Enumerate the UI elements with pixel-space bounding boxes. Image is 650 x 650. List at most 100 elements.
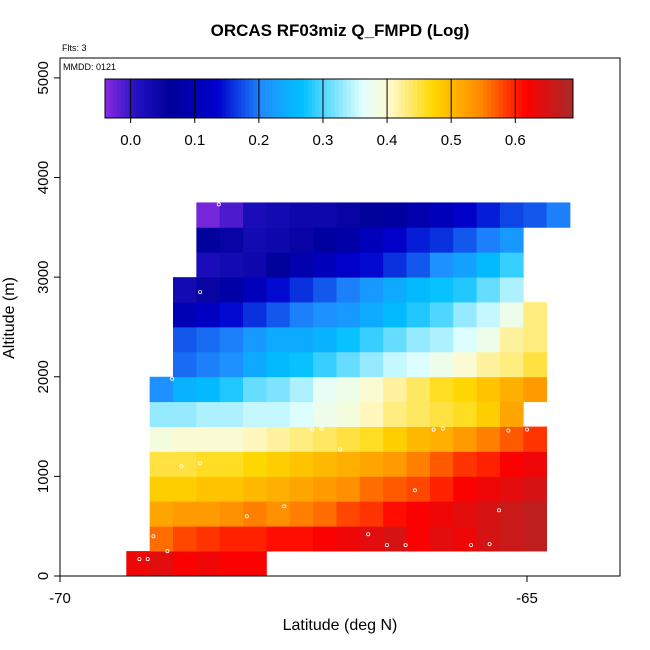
heatmap-cell — [523, 351, 548, 378]
heatmap-cell — [499, 277, 524, 303]
heatmap-cell — [196, 351, 221, 378]
heatmap-cell — [429, 426, 454, 452]
observation-point — [137, 557, 142, 562]
colorbar-segment — [198, 79, 203, 118]
colorbar-segment — [498, 79, 504, 118]
heatmap-cell — [173, 351, 197, 378]
heatmap-cell — [243, 202, 267, 228]
heatmap-cell — [243, 401, 267, 427]
heatmap-cell — [196, 202, 221, 228]
heatmap-cell — [289, 202, 314, 228]
heatmap-cell — [476, 302, 501, 328]
heatmap-cell — [476, 476, 501, 502]
heatmap-cell — [173, 277, 197, 303]
colorbar-segment — [323, 79, 328, 118]
colorbar-segment — [397, 79, 402, 118]
heatmap-cell — [266, 302, 291, 328]
heatmap-cell — [336, 376, 361, 403]
heatmap-cell — [453, 501, 477, 527]
y-tick-label: 2000 — [35, 360, 52, 393]
colorbar-segment — [565, 79, 570, 118]
heatmap-cell — [313, 351, 337, 378]
heatmap-cell — [429, 351, 454, 378]
heatmap-cell — [219, 501, 244, 527]
colorbar-segment — [409, 79, 414, 118]
heatmap-cell — [453, 526, 477, 552]
colorbar-segment — [183, 79, 188, 118]
colorbar-segment — [522, 79, 527, 118]
colorbar-segment — [288, 79, 293, 118]
heatmap-cell — [289, 501, 314, 527]
colorbar-segment — [202, 79, 207, 118]
heatmap-cell — [429, 227, 454, 253]
heatmap-cell — [429, 326, 454, 353]
observation-point — [384, 543, 389, 548]
heatmap-cell — [266, 501, 291, 527]
y-axis: 0 1000 2000 3000 4000 5000 — [35, 61, 60, 580]
heatmap-cell — [289, 351, 314, 378]
heatmap-cell — [196, 426, 221, 452]
heatmap-cell — [196, 277, 221, 303]
heatmap-cell — [499, 227, 524, 253]
observation-points — [137, 202, 632, 562]
colorbar-segment — [452, 79, 457, 118]
heatmap-cell — [149, 476, 174, 502]
observation-point — [506, 428, 511, 433]
colorbar-segment — [553, 79, 558, 118]
colorbar-segment — [534, 79, 539, 118]
heatmap-cell — [196, 227, 221, 253]
colorbar-segment — [557, 79, 562, 118]
colorbar-segment — [155, 79, 161, 118]
colorbar-segment — [233, 79, 239, 118]
heatmap-cell — [359, 501, 384, 527]
heatmap-cell — [289, 302, 314, 328]
heatmap-cell — [359, 227, 384, 253]
heatmap-cell — [173, 451, 197, 477]
heatmap-cell — [383, 451, 407, 477]
heatmap-cell — [476, 451, 501, 477]
heatmap-cell — [429, 302, 454, 328]
heatmap-cell — [336, 227, 361, 253]
heatmap-cell — [313, 376, 337, 403]
colorbar-segment — [448, 79, 453, 118]
colorbar-segment — [440, 79, 445, 118]
heatmap-cell — [429, 526, 454, 552]
heatmap-cell — [499, 451, 524, 477]
heatmap-cell — [289, 401, 314, 427]
colorbar-segment — [413, 79, 418, 118]
heatmap-cell — [173, 501, 197, 527]
colorbar-segment — [335, 79, 340, 118]
heatmap-cell — [313, 501, 337, 527]
observation-point — [623, 480, 628, 485]
heatmap-cell — [476, 351, 501, 378]
heatmap-cell — [359, 451, 384, 477]
heatmap-cell — [219, 302, 244, 328]
colorbar-segment — [491, 79, 496, 118]
flights-note: Flts: 3 — [62, 43, 87, 53]
heatmap-cell — [429, 501, 454, 527]
heatmap-cell — [313, 426, 337, 452]
colorbar-segment — [175, 79, 180, 118]
heatmap-cell — [476, 326, 501, 353]
heatmap-cell — [499, 526, 524, 552]
colorbar-segment — [218, 79, 223, 118]
heatmap-cell — [499, 426, 524, 452]
observation-point — [165, 549, 170, 554]
colorbar-segment — [296, 79, 301, 118]
colorbar-segment — [506, 79, 512, 118]
chart-title: ORCAS RF03miz Q_FMPD (Log) — [211, 21, 470, 40]
heatmap-cell — [313, 227, 337, 253]
heatmap-cell — [476, 526, 501, 552]
observation-point — [145, 557, 150, 562]
heatmap-cell — [289, 476, 314, 502]
heatmap-cell — [313, 401, 337, 427]
colorbar-segment — [420, 79, 426, 118]
heatmap-cell — [453, 401, 477, 427]
heatmap-cell — [429, 401, 454, 427]
colorbar-segment — [374, 79, 379, 118]
heatmap-cell — [523, 202, 548, 228]
heatmap-cell — [406, 277, 431, 303]
colorbar-segment — [569, 79, 574, 118]
heatmap-cell — [336, 252, 361, 278]
colorbar-segment — [179, 79, 184, 118]
